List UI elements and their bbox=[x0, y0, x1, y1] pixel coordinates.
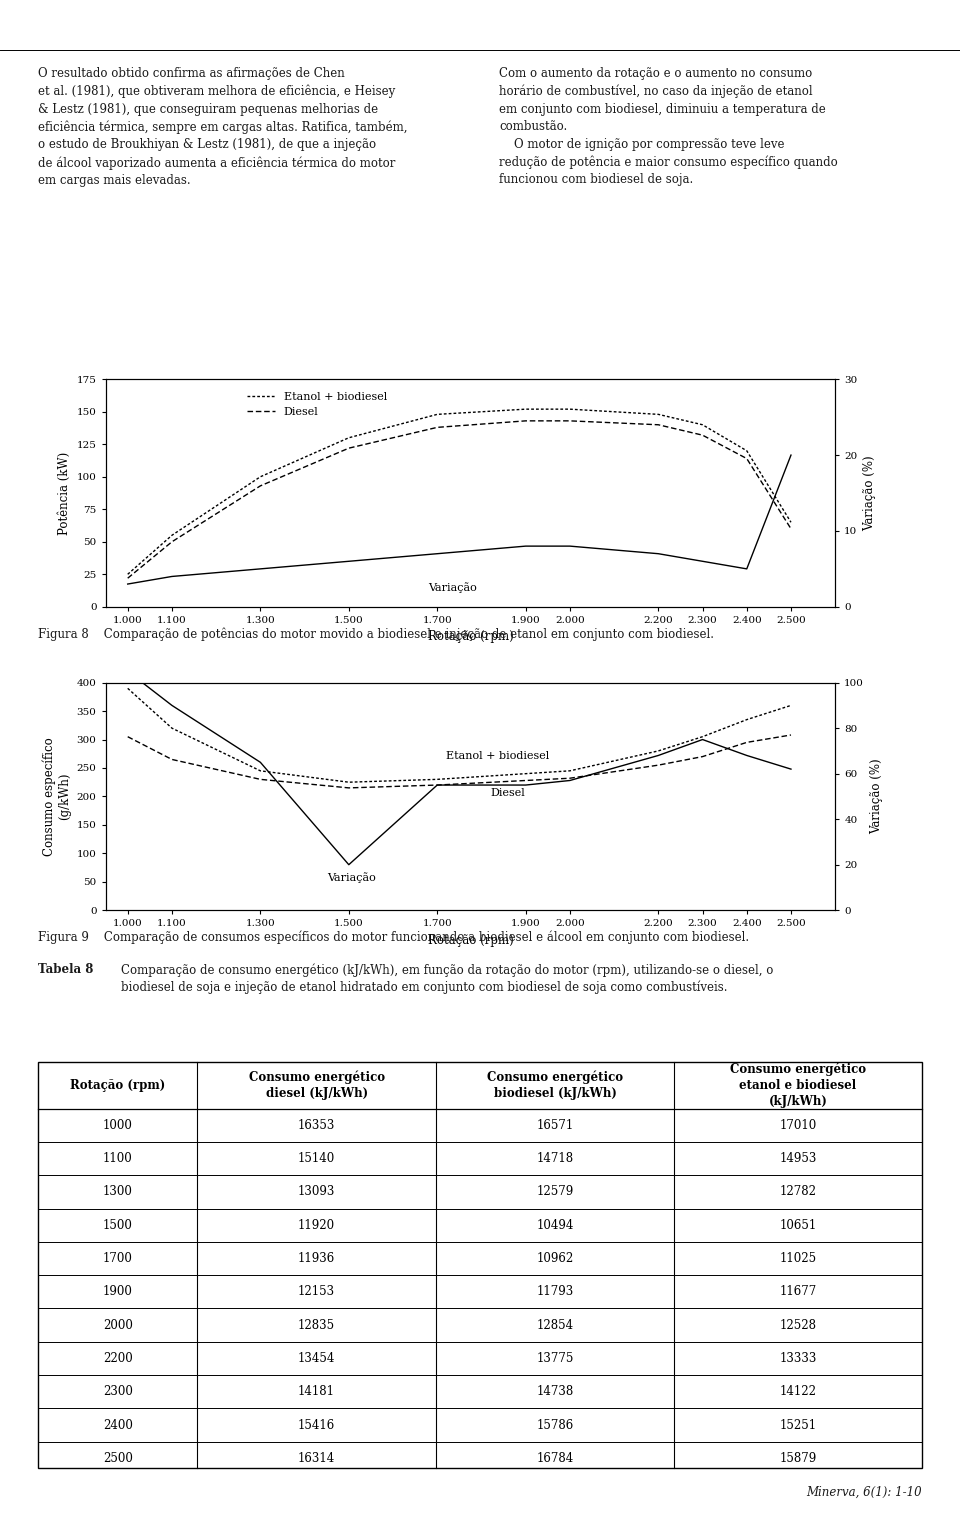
Text: 16784: 16784 bbox=[537, 1452, 574, 1465]
Text: 2500: 2500 bbox=[103, 1452, 132, 1465]
Text: 13775: 13775 bbox=[537, 1352, 574, 1365]
Text: Consumo energético
etanol e biodiesel
(kJ/kWh): Consumo energético etanol e biodiesel (k… bbox=[730, 1062, 866, 1107]
Legend: Etanol + biodiesel, Diesel: Etanol + biodiesel, Diesel bbox=[243, 387, 392, 422]
Text: O resultado obtido confirma as afirmações de Chen
et al. (1981), que obtiveram m: O resultado obtido confirma as afirmaçõe… bbox=[38, 67, 408, 187]
Text: 14738: 14738 bbox=[537, 1385, 574, 1399]
Text: 12579: 12579 bbox=[537, 1185, 574, 1198]
Text: 16353: 16353 bbox=[298, 1118, 335, 1132]
Text: Variação: Variação bbox=[428, 583, 477, 593]
Text: 15416: 15416 bbox=[298, 1418, 335, 1432]
Y-axis label: Variação (%): Variação (%) bbox=[863, 455, 876, 531]
Text: Consumo energético
diesel (kJ/kWh): Consumo energético diesel (kJ/kWh) bbox=[249, 1071, 385, 1100]
Text: 12835: 12835 bbox=[298, 1318, 335, 1332]
Y-axis label: Potência (kW): Potência (kW) bbox=[59, 452, 71, 534]
Text: 10651: 10651 bbox=[780, 1218, 817, 1232]
Text: 16571: 16571 bbox=[537, 1118, 574, 1132]
Text: Minerva, 6(1): 1-10: Minerva, 6(1): 1-10 bbox=[806, 1487, 922, 1499]
Text: 14953: 14953 bbox=[780, 1151, 817, 1165]
Text: 1100: 1100 bbox=[103, 1151, 132, 1165]
Text: 15251: 15251 bbox=[780, 1418, 817, 1432]
Text: Etanol + biodiesel: Etanol + biodiesel bbox=[446, 751, 549, 762]
Text: 16314: 16314 bbox=[298, 1452, 335, 1465]
Y-axis label: Consumo específico
(g/kWh): Consumo específico (g/kWh) bbox=[42, 737, 71, 856]
Text: 12782: 12782 bbox=[780, 1185, 816, 1198]
Text: 11936: 11936 bbox=[298, 1252, 335, 1265]
Text: 1900: 1900 bbox=[103, 1285, 132, 1299]
Text: Com o aumento da rotação e o aumento no consumo
horário de combustível, no caso : Com o aumento da rotação e o aumento no … bbox=[499, 67, 838, 187]
Text: 15879: 15879 bbox=[780, 1452, 817, 1465]
Text: 12528: 12528 bbox=[780, 1318, 816, 1332]
Text: 2400: 2400 bbox=[103, 1418, 132, 1432]
Text: 1300: 1300 bbox=[103, 1185, 132, 1198]
Text: 12153: 12153 bbox=[298, 1285, 335, 1299]
Text: 13454: 13454 bbox=[298, 1352, 335, 1365]
Text: 14718: 14718 bbox=[537, 1151, 574, 1165]
Text: 11920: 11920 bbox=[298, 1218, 335, 1232]
Text: 14122: 14122 bbox=[780, 1385, 816, 1399]
Text: Figura 8    Comparação de potências do motor movido a biodiesel e injeção de eta: Figura 8 Comparação de potências do moto… bbox=[38, 628, 714, 640]
Text: 14181: 14181 bbox=[299, 1385, 335, 1399]
Text: 15786: 15786 bbox=[537, 1418, 574, 1432]
Text: 1700: 1700 bbox=[103, 1252, 132, 1265]
Text: 2000: 2000 bbox=[103, 1318, 132, 1332]
Text: Figura 9    Comparação de consumos específicos do motor funcionando a biodiesel : Figura 9 Comparação de consumos específi… bbox=[38, 931, 750, 944]
Text: 1500: 1500 bbox=[103, 1218, 132, 1232]
Text: 17010: 17010 bbox=[780, 1118, 817, 1132]
X-axis label: Rotação (rpm): Rotação (rpm) bbox=[427, 631, 514, 643]
Text: 13093: 13093 bbox=[298, 1185, 335, 1198]
Text: 11677: 11677 bbox=[780, 1285, 817, 1299]
Text: Diesel: Diesel bbox=[491, 789, 525, 798]
Text: 1000: 1000 bbox=[103, 1118, 132, 1132]
Text: Tabela 8: Tabela 8 bbox=[38, 963, 94, 977]
Y-axis label: Variação (%): Variação (%) bbox=[870, 758, 882, 834]
Text: 2300: 2300 bbox=[103, 1385, 132, 1399]
Text: Rotação (rpm): Rotação (rpm) bbox=[70, 1079, 165, 1092]
Text: 12854: 12854 bbox=[537, 1318, 574, 1332]
Text: 10962: 10962 bbox=[537, 1252, 574, 1265]
Text: 2200: 2200 bbox=[103, 1352, 132, 1365]
Text: 11793: 11793 bbox=[537, 1285, 574, 1299]
Text: 13333: 13333 bbox=[780, 1352, 817, 1365]
Text: 10494: 10494 bbox=[537, 1218, 574, 1232]
Text: Variação: Variação bbox=[326, 872, 375, 883]
X-axis label: Rotação (rpm): Rotação (rpm) bbox=[427, 934, 514, 947]
Text: Consumo energético
biodiesel (kJ/kWh): Consumo energético biodiesel (kJ/kWh) bbox=[487, 1071, 623, 1100]
Text: Comparação de consumo energético (kJ/kWh), em função da rotação do motor (rpm), : Comparação de consumo energético (kJ/kWh… bbox=[121, 963, 773, 995]
Text: 15140: 15140 bbox=[298, 1151, 335, 1165]
Text: 11025: 11025 bbox=[780, 1252, 817, 1265]
